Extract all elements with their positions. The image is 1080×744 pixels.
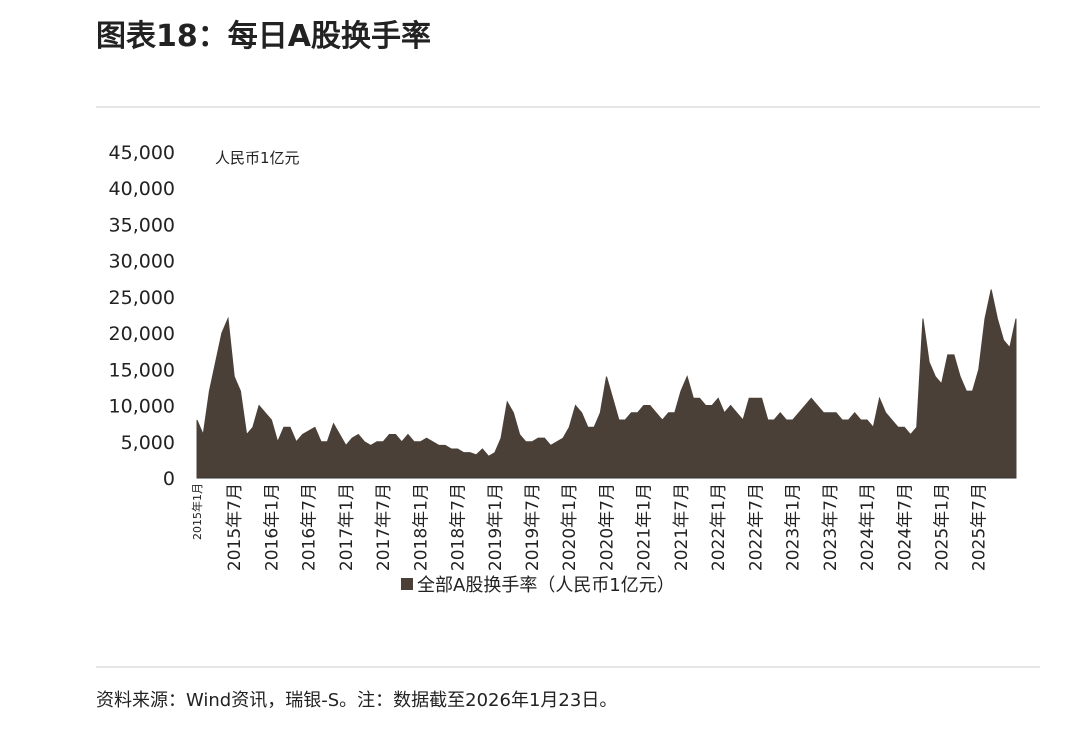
x-tick-label: 2024年1月 (858, 483, 878, 571)
x-tick-label: 2015年1月 (190, 483, 204, 540)
x-tick-label: 2025年1月 (932, 483, 952, 571)
x-tick-label: 2020年1月 (560, 483, 580, 571)
x-tick-label: 2021年7月 (672, 483, 692, 571)
y-tick-label: 15,000 (109, 359, 175, 381)
y-tick-label: 20,000 (109, 323, 175, 345)
x-tick-label: 2020年7月 (597, 483, 617, 571)
x-tick-label: 2022年7月 (746, 483, 766, 571)
x-tick-label: 2016年1月 (262, 483, 282, 571)
x-tick-label: 2022年1月 (709, 483, 729, 571)
x-tick-label: 2018年1月 (411, 483, 431, 571)
x-tick-label: 2018年7月 (449, 483, 469, 571)
x-tick-label: 2024年7月 (895, 483, 915, 571)
x-tick-label: 2023年7月 (821, 483, 841, 571)
x-tick-label: 2017年7月 (374, 483, 394, 571)
y-tick-label: 30,000 (109, 251, 175, 273)
legend-swatch (401, 578, 413, 590)
x-tick-label: 2016年7月 (300, 483, 320, 571)
x-tick-label: 2025年7月 (970, 483, 990, 571)
x-tick-label: 2017年1月 (337, 483, 357, 571)
unit-label: 人民币1亿元 (215, 149, 300, 167)
y-tick-label: 10,000 (109, 396, 175, 418)
x-tick-label: 2023年1月 (784, 483, 804, 571)
source-note: 资料来源：Wind资讯，瑞银-S。注：数据截至2026年1月23日。 (96, 690, 617, 711)
y-tick-label: 25,000 (109, 287, 175, 309)
x-tick-label: 2019年7月 (523, 483, 543, 571)
y-tick-label: 0 (163, 468, 175, 490)
y-tick-label: 45,000 (109, 142, 175, 164)
area (196, 289, 1017, 479)
x-tick-label: 2021年1月 (635, 483, 655, 571)
y-tick-label: 40,000 (109, 178, 175, 200)
chart-title: 图表18：每日A股换手率 (96, 19, 431, 54)
y-tick-label: 5,000 (121, 432, 175, 454)
x-tick-label: 2019年1月 (486, 483, 506, 571)
legend-label: 全部A股换手率（人民币1亿元） (417, 575, 675, 596)
y-tick-label: 35,000 (109, 214, 175, 236)
x-tick-label: 2015年7月 (225, 483, 245, 571)
